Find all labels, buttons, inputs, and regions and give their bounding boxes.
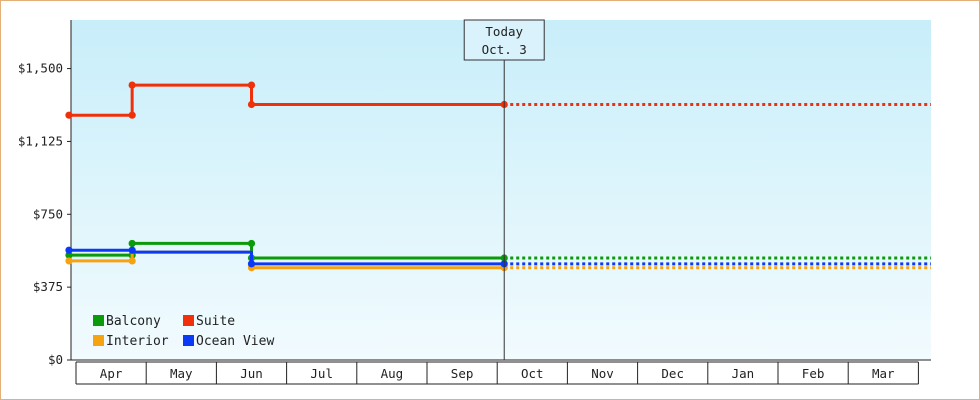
today-label: Today [485, 24, 523, 39]
legend-swatch [93, 315, 104, 326]
legend-label: Interior [106, 334, 169, 349]
legend-swatch [183, 335, 194, 346]
x-tick-label: Dec [661, 366, 684, 381]
legend-label: Balcony [106, 314, 161, 329]
y-tick-label: $375 [33, 279, 63, 294]
y-tick-label: $1,500 [18, 61, 63, 76]
x-tick-label: Nov [591, 366, 614, 381]
x-tick-label: Feb [802, 366, 825, 381]
data-point [247, 239, 256, 248]
data-point [247, 260, 256, 268]
series-line [68, 248, 505, 266]
legend-swatch [183, 315, 194, 326]
legend-label: Ocean View [196, 334, 274, 349]
data-point [128, 246, 136, 254]
x-tick-label: Oct [521, 366, 544, 381]
data-point [128, 81, 136, 89]
data-point [128, 239, 136, 248]
data-point [247, 100, 256, 109]
x-tick-label: Jun [240, 366, 263, 381]
data-point [65, 246, 73, 254]
data-point [128, 111, 136, 119]
y-tick-label: $750 [33, 206, 63, 221]
x-tick-label: Mar [872, 366, 895, 381]
y-tick-label: $0 [48, 352, 63, 367]
x-tick-label: Apr [100, 366, 123, 381]
legend-swatch [93, 335, 104, 346]
legend-label: Suite [196, 314, 235, 329]
today-box [463, 19, 545, 61]
x-tick-label: Aug [381, 366, 404, 381]
x-tick-label: May [170, 366, 193, 381]
data-point [65, 257, 73, 265]
y-tick-label: $1,125 [18, 133, 63, 148]
series-line [68, 241, 505, 260]
data-point [65, 111, 73, 119]
data-point [247, 81, 256, 89]
today-date: Oct. 3 [482, 42, 527, 57]
plot-area [71, 20, 931, 360]
x-tick-label: Jan [732, 366, 755, 381]
x-tick-label: Sep [451, 366, 474, 381]
x-tick-label: Jul [310, 366, 333, 381]
data-point [128, 257, 136, 265]
series-line [68, 83, 505, 117]
